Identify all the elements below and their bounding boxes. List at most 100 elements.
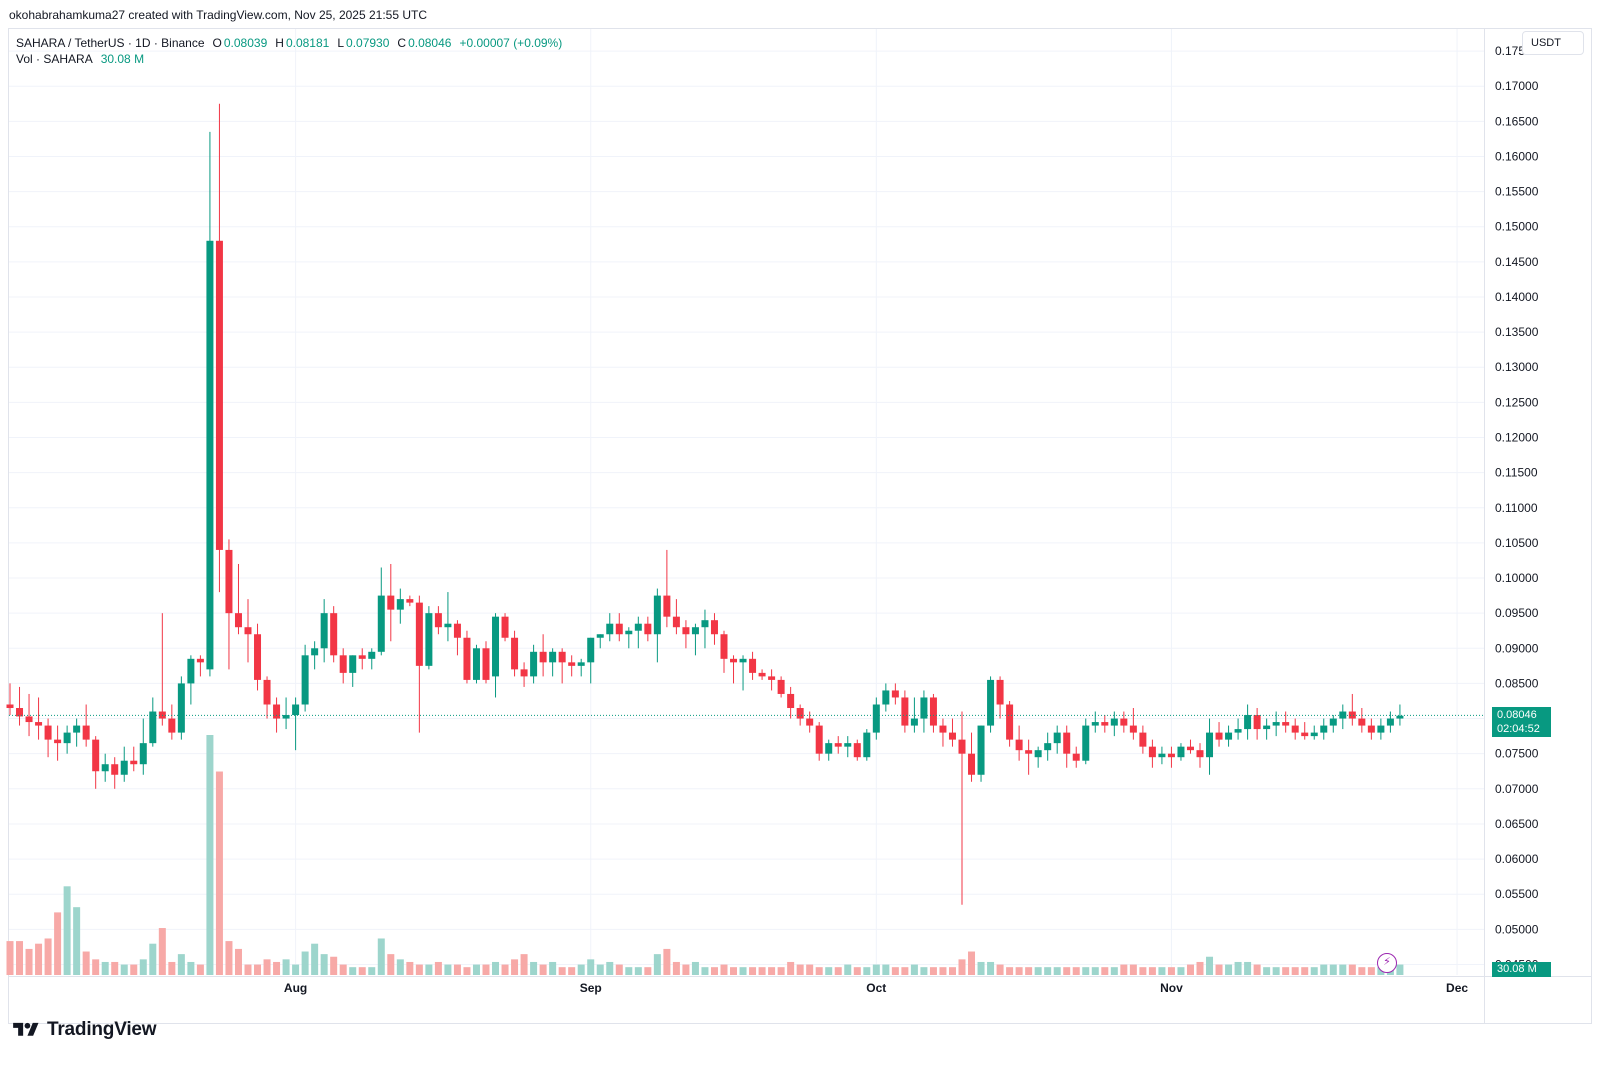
volume-bar [1206, 956, 1214, 975]
candle-body [1244, 715, 1252, 730]
volume-bar [929, 967, 937, 975]
chart-frame [8, 28, 1592, 1024]
candle-body [606, 623, 614, 635]
volume-bar [1063, 967, 1071, 975]
volume-bar [463, 967, 471, 975]
volume-bar [606, 961, 614, 975]
candle-body [139, 743, 147, 765]
candle-body [501, 616, 509, 638]
candle-body [720, 634, 728, 659]
candle-body [406, 599, 414, 603]
volume-bar [1225, 964, 1233, 975]
candle-body [1120, 718, 1128, 726]
candle-body [796, 708, 804, 719]
candle-body [349, 655, 357, 673]
y-tick-label: 0.15000 [1495, 220, 1539, 234]
candle-body [644, 623, 652, 635]
volume-bar [1339, 964, 1347, 975]
candle-body [1339, 711, 1347, 719]
volume-bar [958, 959, 966, 975]
candle-body [968, 753, 976, 775]
volume-bar [292, 964, 300, 975]
volume-bar [301, 951, 309, 975]
volume-bar [530, 961, 538, 975]
y-tick-label: 0.13000 [1495, 360, 1539, 374]
candle-body [6, 704, 14, 709]
candle-body [834, 743, 842, 747]
candle-body [663, 595, 671, 617]
volume-bar [1034, 967, 1042, 975]
candle-body [35, 722, 43, 726]
volume-bar [168, 961, 176, 975]
volume-bar [787, 961, 795, 975]
low-label: L [337, 36, 345, 50]
candle-body [530, 651, 538, 677]
volume-tag: 30.08 M [1492, 962, 1551, 977]
tradingview-brand[interactable]: TradingView [11, 1019, 157, 1041]
currency-button[interactable]: USDT [1522, 31, 1584, 55]
candle-body [168, 718, 176, 733]
volume-bar [539, 964, 547, 975]
volume-bar [1177, 967, 1185, 975]
candle-body [1310, 732, 1318, 737]
y-tick-label: 0.11500 [1495, 466, 1538, 480]
y-tick-label: 0.10500 [1495, 536, 1539, 550]
y-tick-label: 0.14500 [1495, 255, 1539, 269]
volume-bar [434, 961, 442, 975]
candle-body [101, 764, 109, 772]
last-price-tag: 0.08046 02:04:52 [1492, 707, 1551, 737]
candle-body [1167, 753, 1175, 758]
candle-body [1082, 725, 1090, 761]
candle-body [1301, 732, 1309, 737]
tradingview-logo-icon [13, 1022, 39, 1036]
volume-bar [330, 956, 338, 975]
volume-bar [54, 912, 62, 975]
candle-body [1091, 722, 1099, 726]
candle-body [254, 634, 262, 680]
volume-bar [187, 961, 195, 975]
lightning-bolt-icon[interactable]: ⚡ [1377, 953, 1397, 973]
volume-bar [453, 964, 461, 975]
x-tick-label: Oct [866, 981, 886, 995]
volume-bar [968, 951, 976, 975]
open-label: O [212, 36, 222, 50]
volume-bar [311, 943, 319, 975]
candle-body [882, 690, 890, 705]
candle-body [92, 739, 100, 772]
volume-bar [996, 964, 1004, 975]
volume-label[interactable]: Vol · SAHARA [16, 52, 93, 66]
candle-body [682, 627, 690, 635]
candle-body [1053, 732, 1061, 744]
candle-body [520, 669, 528, 677]
volume-bar [1396, 964, 1404, 975]
volume-bar [1282, 967, 1290, 975]
volume-bar [882, 964, 890, 975]
candle-body [1225, 732, 1233, 740]
candle-body [539, 651, 547, 663]
volume-bar [234, 948, 242, 975]
volume-bar [63, 886, 71, 975]
candle-body [1215, 732, 1223, 740]
candle-body [1101, 722, 1109, 726]
candle-body [872, 704, 880, 733]
candle-body [739, 658, 747, 663]
volume-bar [377, 938, 385, 975]
symbol-title[interactable]: SAHARA / TetherUS · 1D · Binance [16, 36, 205, 50]
volume-bar [1101, 967, 1109, 975]
candle-body [330, 613, 338, 656]
volume-bar [206, 735, 214, 975]
volume-bar [1139, 967, 1147, 975]
volume-bar [415, 964, 423, 975]
candle-body [282, 715, 290, 719]
volume-bar [349, 967, 357, 975]
candle-body [710, 620, 718, 635]
volume-bar [501, 964, 509, 975]
candle-body [472, 648, 480, 680]
candle-body [730, 658, 738, 663]
candle-body [853, 743, 861, 758]
volume-bar [549, 961, 557, 975]
volume-bar [948, 967, 956, 975]
candle-body [130, 760, 138, 765]
volume-bar [663, 948, 671, 975]
